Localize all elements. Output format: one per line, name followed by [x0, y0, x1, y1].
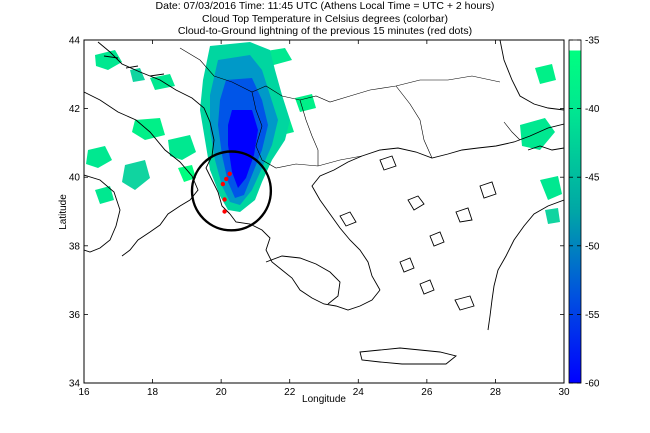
y-tick-label: 40: [69, 173, 81, 184]
y-tick-label: 44: [69, 36, 81, 47]
cloud-patch: [130, 68, 145, 82]
x-tick-label: 28: [490, 387, 502, 398]
borders: [179, 47, 521, 169]
y-tick-label: 38: [69, 241, 81, 252]
cloud-patch: [122, 160, 150, 190]
coastline-black-sea: [499, 40, 564, 111]
lightning-strike: [220, 181, 226, 187]
lightning-strike: [222, 209, 227, 214]
island: [407, 195, 425, 211]
coastline-greece-west: [229, 213, 381, 311]
map-area: [84, 40, 564, 383]
cloud-patch: [295, 94, 316, 112]
cloud-patch: [95, 50, 122, 70]
x-axis-ticks: 16 18 20 22 24 26 28 30: [78, 40, 570, 398]
coastline-peloponnese: [265, 255, 341, 305]
coastline-crete: [359, 347, 457, 365]
colorbar: -35 -40 -45 -50 -55 -60: [568, 36, 600, 390]
island: [379, 155, 397, 171]
colorbar-tick-label: -40: [585, 104, 600, 115]
x-tick-label: 30: [558, 387, 570, 398]
title-line-colorbar: Cloud Top Temperature in Celsius degrees…: [202, 12, 448, 25]
border-bulgaria: [395, 85, 433, 159]
island: [419, 279, 435, 295]
title-line-lightning: Cloud-to-Ground lightning of the previou…: [177, 25, 473, 37]
y-tick-label: 34: [69, 379, 81, 390]
x-axis-label: Longitude: [302, 394, 346, 405]
island: [455, 207, 473, 223]
island: [429, 231, 445, 247]
map-background: [84, 40, 564, 383]
colorbar-tick-label: -55: [585, 310, 600, 321]
island: [454, 295, 475, 311]
chart-title: Date: 07/03/2016 Time: 11:45 UTC (Athens…: [0, 0, 650, 38]
border-greece-north: [251, 91, 363, 169]
lightning-strike: [222, 197, 227, 202]
lightning-strike: [227, 171, 232, 176]
lightning-strike: [224, 176, 229, 182]
cloud-patch: [535, 64, 556, 84]
cloud-patch: [178, 165, 196, 182]
cloud-top-temperature-field: [86, 42, 562, 224]
coastline-italy-south: [84, 174, 121, 253]
x-tick-label: 16: [78, 387, 90, 398]
cloud-patch: [540, 176, 562, 200]
y-tick-label: 36: [69, 310, 81, 321]
colorbar-tick-label: -35: [585, 36, 600, 47]
lightning-strikes: [220, 171, 232, 214]
island: [399, 257, 415, 273]
coastline-turkey-west: [487, 199, 564, 331]
border-balkans-north: [179, 47, 501, 103]
title-line-date: Date: 07/03/2016 Time: 11:45 UTC (Athens…: [155, 0, 495, 12]
colorbar-tick-label: -45: [585, 173, 600, 184]
border-macedonia: [299, 99, 319, 166]
cloud-patch: [95, 186, 114, 204]
map-frame: [83, 39, 565, 384]
island: [479, 181, 497, 199]
cloud-patch: [545, 208, 560, 224]
cloud-patch: [86, 146, 112, 168]
highlight-circle: [190, 150, 273, 232]
colorbar-ticks: -35 -40 -45 -50 -55 -60: [569, 36, 600, 390]
x-tick-label: 24: [353, 387, 365, 398]
cloud-band-core: [228, 110, 258, 188]
cloud-patch: [168, 135, 196, 160]
coastline-marmara: [527, 145, 564, 151]
y-axis-ticks: 34 36 38 40 42 44: [69, 36, 564, 390]
colorbar-tick-label: -60: [585, 379, 600, 390]
coastline-adriatic: [97, 41, 231, 215]
colorbar-gradient: [568, 39, 582, 384]
border-turkey: [503, 121, 521, 141]
x-tick-label: 18: [147, 387, 159, 398]
island: [339, 211, 357, 227]
colorbar-tick-label: -50: [585, 241, 600, 252]
y-axis-label: Latitude: [58, 194, 69, 230]
y-tick-label: 42: [69, 104, 81, 115]
x-tick-label: 22: [284, 387, 296, 398]
x-tick-label: 26: [421, 387, 433, 398]
coastline-italy: [84, 91, 199, 257]
cloud-patch: [520, 118, 555, 150]
x-tick-label: 20: [216, 387, 228, 398]
coastline-dalmatian-islands: [103, 55, 165, 77]
